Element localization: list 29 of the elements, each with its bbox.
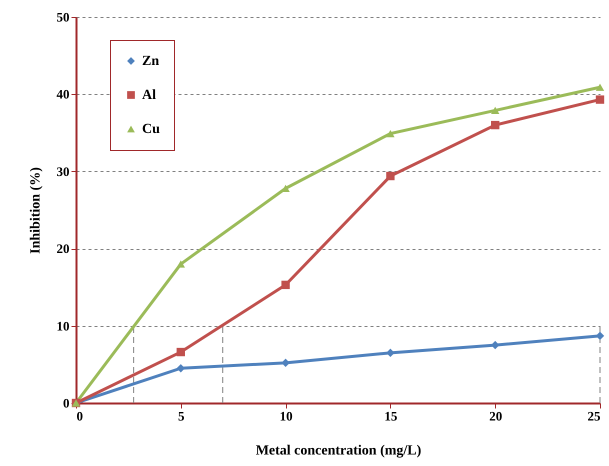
x-tick-label: 20 (489, 408, 502, 424)
point (491, 106, 500, 114)
x-tick-label: 0 (76, 408, 83, 424)
legend-label: Zn (142, 54, 160, 69)
y-tick-label: 20 (56, 241, 70, 256)
point (281, 280, 290, 290)
y-tick-label: 10 (56, 318, 70, 334)
point (176, 260, 185, 268)
y-tick-label: 40 (56, 86, 70, 102)
x-tick-label: 10 (280, 408, 293, 424)
y-tick-label: 0 (63, 396, 70, 410)
point (491, 340, 500, 350)
x-tick-label: 5 (178, 408, 186, 424)
x-axis-title: Metal concentration (mg/L) (256, 444, 422, 458)
point (596, 95, 604, 104)
point (596, 84, 604, 91)
x-tick-label: 25 (588, 408, 601, 424)
x-tick-label: 15 (384, 408, 398, 424)
point (491, 120, 500, 130)
point (176, 348, 185, 356)
point (386, 130, 395, 138)
legend-label: Cu (142, 122, 160, 137)
point (596, 332, 604, 340)
y-tick-label: 30 (56, 164, 70, 179)
y-tick-label: 50 (56, 10, 70, 24)
point (176, 364, 185, 372)
point (386, 172, 395, 180)
y-axis-title: Inhibition (%) (28, 166, 44, 254)
legend-label: Al (142, 88, 156, 103)
